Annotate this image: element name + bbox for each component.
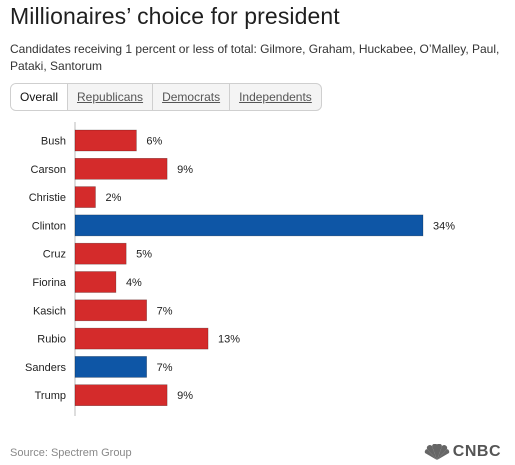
tab-republicans[interactable]: Republicans	[67, 84, 152, 110]
peacock-icon	[424, 443, 449, 460]
category-label: Clinton	[32, 220, 66, 232]
tab-independents[interactable]: Independents	[229, 84, 321, 110]
bar-chart: Bush 6% Carson 9% Christie 2% Clinton 34% Cruz 5%…	[25, 122, 455, 416]
filter-tabs: Overall Republicans Democrats Independen…	[10, 83, 322, 111]
value-label: 9%	[177, 164, 193, 176]
value-label: 7%	[157, 362, 173, 374]
category-label: Trump	[35, 390, 66, 402]
category-label: Christie	[29, 192, 66, 204]
bar	[74, 129, 137, 152]
value-label: 34%	[433, 220, 455, 232]
category-label: Sanders	[25, 362, 66, 374]
tab-overall[interactable]: Overall	[11, 84, 68, 110]
chart-subtitle: Candidates receiving 1 percent or less o…	[10, 42, 500, 73]
bar	[74, 186, 96, 208]
bar	[74, 157, 168, 180]
category-label: Kasich	[33, 305, 66, 317]
bar	[74, 384, 168, 407]
bar	[74, 214, 424, 237]
cnbc-logo: CNBC	[424, 443, 501, 461]
value-label: 7%	[157, 305, 173, 317]
value-label: 9%	[177, 390, 193, 402]
value-label: 5%	[136, 249, 152, 261]
bar	[74, 327, 209, 350]
category-label: Carson	[31, 164, 66, 176]
value-label: 6%	[146, 136, 162, 148]
bar	[74, 356, 147, 378]
category-label: Fiorina	[32, 277, 67, 289]
bar	[74, 299, 147, 322]
category-label: Bush	[41, 136, 66, 148]
chart-title: Millionaires’ choice for president	[10, 3, 340, 29]
bar	[74, 242, 127, 265]
value-label: 2%	[105, 192, 121, 204]
category-label: Cruz	[43, 249, 66, 261]
value-label: 13%	[218, 334, 240, 346]
logo-text: CNBC	[452, 443, 501, 460]
bar	[74, 271, 117, 293]
category-label: Rubio	[37, 334, 66, 346]
tab-democrats[interactable]: Democrats	[152, 84, 229, 110]
value-label: 4%	[126, 277, 142, 289]
source-note: Source: Spectrem Group	[10, 447, 132, 459]
